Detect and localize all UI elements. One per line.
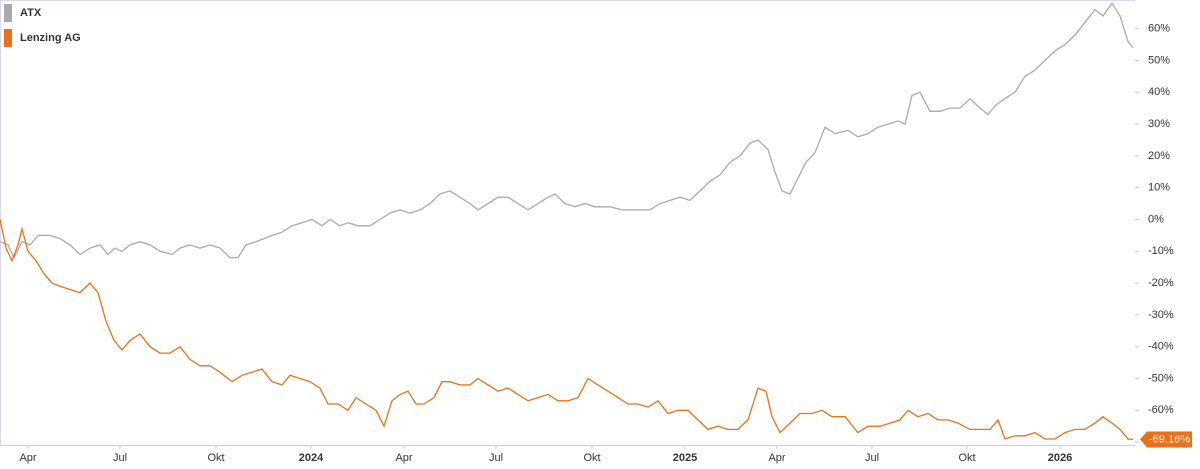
last-value-box bbox=[1140, 431, 1192, 448]
series-line bbox=[0, 219, 1134, 441]
y-tick-label: -40% bbox=[1148, 341, 1174, 353]
y-tick-label: 30% bbox=[1148, 118, 1170, 130]
x-tick-label: Apr bbox=[395, 452, 412, 464]
y-tick-label: -50% bbox=[1148, 372, 1174, 384]
series-line bbox=[0, 2, 1134, 260]
x-tick-label: 2024 bbox=[299, 452, 324, 464]
x-tick-label: Okt bbox=[583, 452, 600, 464]
x-tick-label: Apr bbox=[768, 452, 785, 464]
legend-label: ATX bbox=[20, 7, 42, 19]
y-tick-label: 10% bbox=[1148, 182, 1170, 194]
y-tick-label: 60% bbox=[1148, 23, 1170, 35]
x-tick-label: 2025 bbox=[673, 452, 697, 464]
y-tick-label: 0% bbox=[1148, 213, 1164, 225]
y-tick-label: 20% bbox=[1148, 150, 1170, 162]
y-tick-label: -60% bbox=[1148, 404, 1174, 416]
y-tick-label: -30% bbox=[1148, 309, 1174, 321]
y-tick-label: -20% bbox=[1148, 277, 1174, 289]
y-tick-label: -10% bbox=[1148, 245, 1174, 257]
x-tick-label: Apr bbox=[19, 452, 36, 464]
legend-swatch bbox=[4, 29, 12, 47]
last-value-label: -69.16% bbox=[1149, 433, 1190, 445]
x-tick-label: Jul bbox=[865, 452, 879, 464]
x-tick-label: Okt bbox=[958, 452, 975, 464]
legend-swatch bbox=[4, 4, 12, 22]
x-tick-label: Jul bbox=[113, 452, 127, 464]
x-tick-label: Jul bbox=[489, 452, 503, 464]
y-tick-label: 50% bbox=[1148, 54, 1170, 66]
legend-label: Lenzing AG bbox=[20, 32, 81, 44]
x-tick-label: 2026 bbox=[1048, 452, 1072, 464]
x-tick-label: Okt bbox=[207, 452, 224, 464]
y-tick-label: 40% bbox=[1148, 86, 1170, 98]
